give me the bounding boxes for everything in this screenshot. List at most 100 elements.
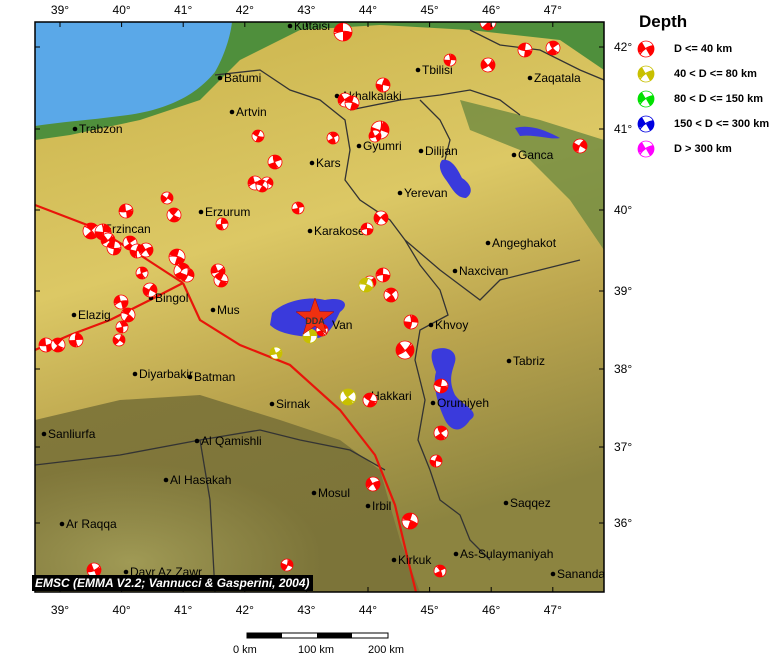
scale-label-200: 200 km bbox=[368, 644, 405, 656]
graticule-labels: 39° 39° 40° 40° 41° 41° 42° 42° 43° 43° 44° 44° 45° 4… bbox=[35, 3, 632, 617]
data-credit: EMSC (EMMA V2.2; Vannucci & Gasperini, 2… bbox=[32, 575, 313, 591]
city-label: Sirnak bbox=[276, 397, 311, 411]
city-batman: Batman bbox=[187, 370, 235, 384]
focal-mechanism bbox=[138, 242, 154, 258]
longitude-label-bottom: 44° bbox=[359, 603, 377, 617]
legend-label: 40 < D <= 80 km bbox=[674, 67, 757, 80]
city-dot bbox=[72, 126, 78, 132]
city-dot bbox=[307, 228, 313, 234]
city-elazig: Elazig bbox=[71, 308, 111, 322]
focal-mechanism bbox=[142, 282, 158, 298]
latitude-label: 37° bbox=[614, 440, 632, 454]
legend-label: D <= 40 km bbox=[674, 42, 733, 55]
map-frame bbox=[34, 21, 605, 593]
city-dot bbox=[485, 240, 491, 246]
focal-mechanism bbox=[401, 512, 419, 530]
city-tabriz: Tabriz bbox=[506, 354, 545, 368]
city-dot bbox=[59, 521, 65, 527]
focal-mechanism bbox=[362, 392, 378, 408]
borders bbox=[35, 29, 604, 592]
black-sea bbox=[35, 22, 232, 126]
city-dot bbox=[511, 152, 517, 158]
legend-item: 80 < D <= 150 km bbox=[636, 86, 769, 111]
focal-mechanism bbox=[395, 340, 415, 360]
city-kirkuk: Kirkuk bbox=[391, 553, 432, 567]
city-label: Kars bbox=[316, 156, 341, 170]
longitude-label-bottom: 45° bbox=[421, 603, 439, 617]
longitude-label-bottom: 42° bbox=[236, 603, 254, 617]
city-label: Trabzon bbox=[79, 122, 123, 136]
focal-mechanism bbox=[480, 57, 496, 73]
city-zaqatala: Zaqatala bbox=[527, 71, 581, 85]
depth-legend: Depth D <= 40 km 40 < D <= 80 km 80 < D <=… bbox=[636, 12, 769, 161]
focal-mechanism bbox=[166, 207, 182, 223]
focal-mechanism bbox=[280, 558, 294, 572]
city-ganca: Ganca bbox=[511, 148, 554, 162]
city-ar-raqqa: Ar Raqqa bbox=[59, 517, 117, 531]
city-label: Elazig bbox=[78, 308, 111, 322]
city-label: Saqqez bbox=[510, 496, 551, 510]
city-dot bbox=[430, 400, 436, 406]
focal-mechanism bbox=[433, 564, 447, 578]
focal-mechanism bbox=[358, 277, 374, 293]
longitude-label-top: 44° bbox=[359, 3, 377, 17]
city-diyarbakir: Diyarbakir bbox=[132, 367, 193, 381]
city-label: Kirkuk bbox=[398, 553, 432, 567]
focal-mechanisms bbox=[38, 22, 588, 578]
city-label: Al Hasakah bbox=[170, 473, 231, 487]
city-label: Diyarbakir bbox=[139, 367, 193, 381]
city-label: Dilijan bbox=[425, 144, 458, 158]
focal-mechanism bbox=[168, 248, 186, 266]
city-dot bbox=[309, 160, 315, 166]
city-label: Artvin bbox=[236, 105, 267, 119]
focal-mechanism bbox=[429, 454, 443, 468]
city-label: Kutaisi bbox=[294, 19, 330, 33]
focal-mechanism bbox=[115, 320, 129, 334]
focal-mechanism bbox=[135, 266, 149, 280]
focal-mechanism bbox=[339, 388, 357, 406]
longitude-label-bottom: 47° bbox=[544, 603, 562, 617]
legend-item: D > 300 km bbox=[636, 136, 769, 161]
focal-mechanism bbox=[160, 191, 174, 205]
city-dot bbox=[452, 268, 458, 274]
scale-label-100: 100 km bbox=[298, 644, 335, 656]
latitude-label: 42° bbox=[614, 40, 632, 54]
focal-mechanism bbox=[572, 138, 588, 154]
latitude-label: 41° bbox=[614, 122, 632, 136]
city-dot bbox=[391, 557, 397, 563]
focal-mechanism bbox=[251, 129, 265, 143]
focal-mechanism bbox=[215, 217, 229, 231]
city-label: Khvoy bbox=[435, 318, 468, 332]
city-label: Karakose bbox=[314, 224, 365, 238]
city-label: Ar Raqqa bbox=[66, 517, 117, 531]
city-dot bbox=[506, 358, 512, 364]
focal-mechanism bbox=[637, 65, 655, 82]
star-icon bbox=[295, 297, 335, 335]
city-mosul: Mosul bbox=[311, 486, 350, 500]
focal-mechanism bbox=[637, 40, 655, 57]
city-label: Batumi bbox=[224, 71, 261, 85]
city-kars: Kars bbox=[309, 156, 341, 170]
city-saqqez: Saqqez bbox=[503, 496, 551, 510]
city-orumiyeh: Orumiyeh bbox=[430, 396, 489, 410]
city-dot bbox=[418, 148, 424, 154]
city-label: Tabriz bbox=[513, 354, 545, 368]
focal-mechanism bbox=[443, 53, 457, 67]
city-label: Batman bbox=[194, 370, 235, 384]
city-dot bbox=[229, 109, 235, 115]
city-dot bbox=[415, 67, 421, 73]
city-dot bbox=[198, 209, 204, 215]
city-sanliurfa: Sanliurfa bbox=[41, 427, 96, 441]
legend-label: 150 < D <= 300 km bbox=[674, 117, 770, 130]
focal-mechanism-icon bbox=[637, 115, 655, 132]
longitude-label-top: 40° bbox=[113, 3, 131, 17]
focal-mechanism bbox=[113, 294, 129, 310]
city-dot bbox=[365, 503, 371, 509]
longitude-label-bottom: 40° bbox=[113, 603, 131, 617]
focal-mechanism bbox=[267, 154, 283, 170]
focal-mechanism bbox=[375, 267, 391, 283]
focal-mechanism bbox=[373, 210, 389, 226]
mingachevir-reservoir bbox=[515, 126, 560, 139]
city-dot bbox=[397, 190, 403, 196]
focal-mechanism bbox=[545, 40, 561, 56]
